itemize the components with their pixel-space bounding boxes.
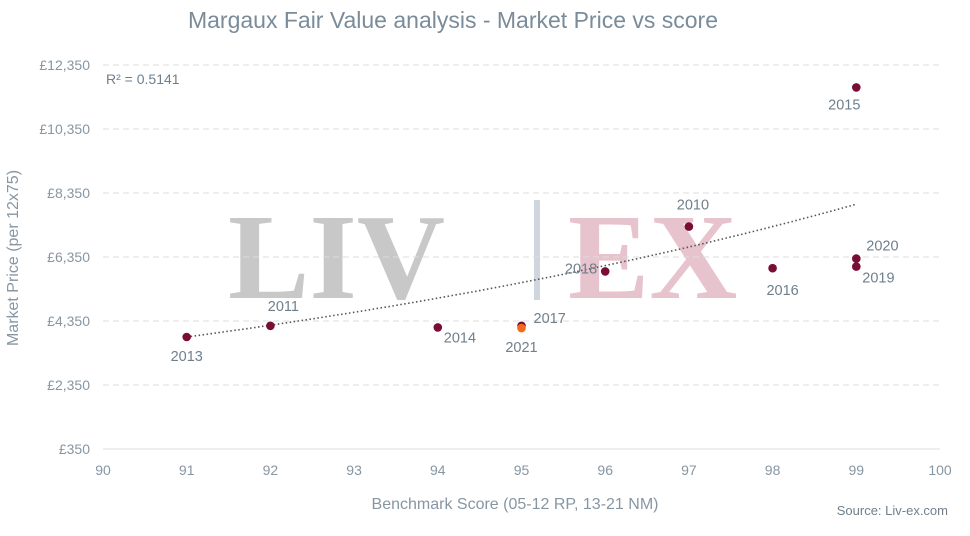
point-labels: 2013 2011 2014 2017 2021 2018 2010 2016 2015 2020… — [171, 97, 899, 365]
point-label-2020: 2020 — [866, 239, 898, 255]
point-label-2013: 2013 — [171, 349, 203, 365]
y-axis-ticks: £350 £2,350 £4,350 £6,350 £8,350 £10,350 £12,3… — [39, 57, 90, 457]
point-label-2014: 2014 — [444, 330, 476, 346]
y-tick-label: £6,350 — [47, 249, 90, 265]
y-tick-label: £350 — [59, 441, 90, 457]
point-label-2019: 2019 — [862, 271, 894, 287]
data-point-2016 — [768, 263, 777, 273]
data-point-2021 — [517, 323, 526, 333]
point-label-2018: 2018 — [565, 261, 597, 277]
x-tick-label: 96 — [597, 462, 613, 478]
x-tick-label: 93 — [346, 462, 362, 478]
y-axis-label: Market Price (per 12x75) — [5, 170, 22, 346]
x-tick-label: 92 — [263, 462, 279, 478]
data-point-2013 — [182, 332, 191, 342]
x-tick-label: 97 — [681, 462, 697, 478]
data-point-2019 — [852, 262, 861, 271]
data-point-2014 — [433, 323, 443, 332]
watermark-divider — [534, 200, 540, 300]
y-tick-label: £8,350 — [47, 185, 90, 201]
x-tick-label: 98 — [765, 462, 781, 478]
gridlines — [103, 64, 940, 450]
trendline — [186, 203, 857, 338]
y-tick-label: £2,350 — [47, 377, 90, 393]
point-label-2016: 2016 — [766, 283, 798, 299]
data-point-2018 — [600, 267, 610, 276]
x-tick-label: 95 — [514, 462, 530, 478]
data-point-2011 — [266, 321, 275, 331]
point-label-2011: 2011 — [268, 299, 299, 315]
data-points — [182, 83, 861, 342]
y-tick-label: £12,350 — [39, 57, 90, 73]
x-tick-label: 100 — [928, 462, 952, 478]
x-axis-ticks: 90 91 92 93 94 95 96 97 98 99 100 — [95, 462, 952, 478]
y-tick-label: £10,350 — [39, 121, 90, 137]
point-label-2015: 2015 — [828, 97, 860, 113]
point-label-2010: 2010 — [677, 198, 709, 214]
y-tick-label: £4,350 — [47, 313, 90, 329]
r-squared-annotation: R² = 0.5141 — [106, 71, 180, 87]
x-tick-label: 90 — [95, 462, 111, 478]
x-tick-label: 91 — [179, 462, 195, 478]
source-note: Source: Liv-ex.com — [837, 503, 948, 518]
point-label-2017: 2017 — [534, 311, 566, 327]
point-label-2021: 2021 — [505, 340, 537, 356]
x-axis-label: Benchmark Score (05-12 RP, 13-21 NM) — [372, 496, 659, 513]
data-point-2010 — [684, 222, 694, 231]
data-point-2015 — [852, 83, 861, 92]
chart-title: Margaux Fair Value analysis - Market Pri… — [188, 7, 718, 33]
x-tick-label: 99 — [849, 462, 865, 478]
x-tick-label: 94 — [430, 462, 446, 478]
data-point-2020 — [852, 254, 861, 263]
